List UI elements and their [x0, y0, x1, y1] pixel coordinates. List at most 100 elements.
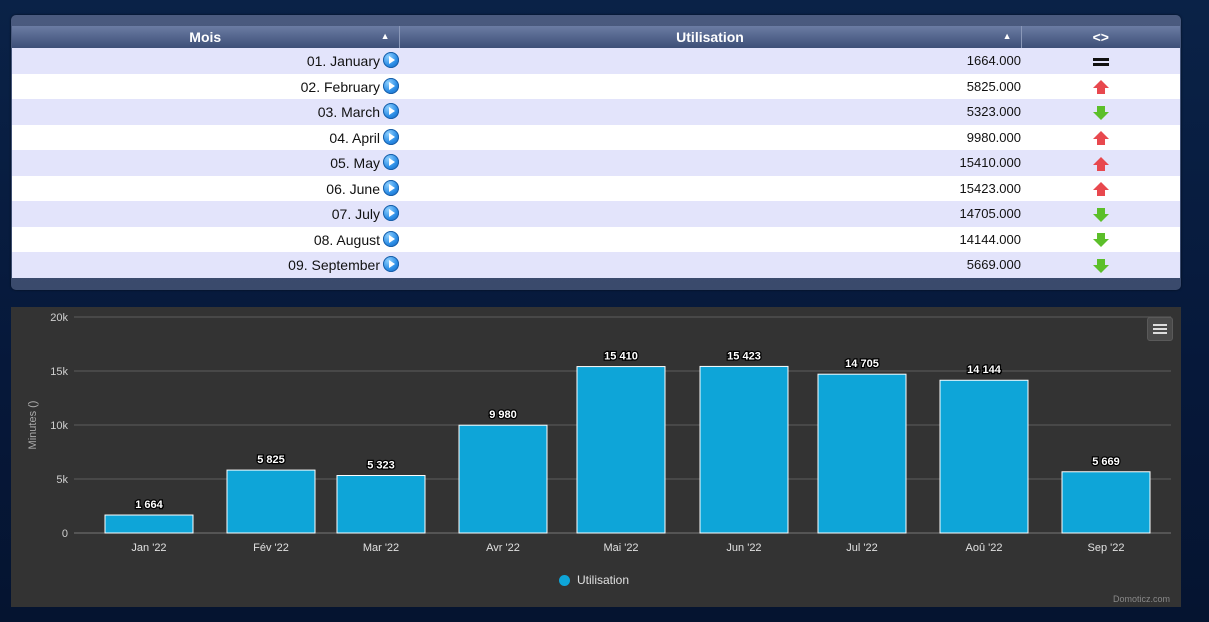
usage-cell: 14144.000: [399, 226, 1021, 252]
usage-cell: 15410.000: [399, 150, 1021, 176]
month-cell: 09. September: [12, 252, 399, 278]
table-row: 06. June 15423.000: [12, 175, 1180, 201]
play-detail-icon[interactable]: [383, 154, 399, 171]
month-label: 01. January: [306, 53, 380, 70]
month-cell: 01. January: [12, 48, 399, 74]
play-detail-icon[interactable]: [383, 103, 399, 120]
month-label: 04. April: [329, 129, 380, 146]
data-label: 14 705: [845, 358, 879, 370]
table-row: 04. April 9980.000: [12, 124, 1180, 150]
bar: [336, 475, 426, 534]
y-tick-label: 15k: [50, 366, 68, 378]
data-label: 5 825: [257, 454, 285, 466]
usage-cell: 5323.000: [399, 99, 1021, 125]
month-label: 05. May: [330, 155, 380, 172]
month-cell: 02. February: [12, 73, 399, 99]
y-tick-label: 20k: [50, 312, 68, 324]
bar: [1061, 471, 1151, 534]
trend-up-icon: [1092, 131, 1109, 146]
month-label: 09. September: [288, 257, 380, 274]
data-label: 15 410: [604, 351, 638, 363]
play-detail-icon[interactable]: [383, 128, 399, 145]
x-tick-label: Jul '22: [846, 542, 877, 554]
column-header-usage[interactable]: Utilisation ▲: [399, 26, 1022, 48]
play-detail-icon[interactable]: [383, 230, 399, 247]
bar: [458, 424, 548, 534]
trend-cell: [1021, 252, 1180, 278]
column-header-usage-label: Utilisation: [676, 29, 744, 45]
trend-up-icon: [1092, 80, 1109, 95]
column-header-trend-label: <>: [1092, 29, 1109, 45]
data-label: 14 144: [967, 364, 1002, 376]
column-header-trend[interactable]: <>: [1021, 26, 1180, 48]
trend-cell: [1021, 99, 1180, 125]
usage-bar-chart: 0 5k 10k 15k 20k Minutes () 1 664 Jan '22 5 825 F…: [27, 312, 1171, 554]
x-tick-label: Sep '22: [1088, 542, 1125, 554]
table-row: 03. March 5323.000: [12, 99, 1180, 125]
trend-cell: [1021, 226, 1180, 252]
bar: [699, 365, 789, 534]
chart-credits[interactable]: Domoticz.com: [1112, 594, 1170, 604]
chart-menu-button[interactable]: [1147, 317, 1173, 341]
trend-down-icon: [1092, 233, 1109, 248]
play-detail-icon[interactable]: [383, 256, 399, 273]
trend-cell: [1021, 150, 1180, 176]
month-label: 02. February: [300, 78, 380, 95]
y-tick-label: 5k: [56, 474, 68, 486]
month-label: 03. March: [317, 104, 380, 121]
bar: [104, 514, 194, 534]
table-row: 02. February 5825.000: [12, 73, 1180, 99]
data-label: 9 980: [489, 409, 517, 421]
y-tick-label: 0: [62, 528, 68, 540]
trend-down-icon: [1092, 207, 1109, 222]
data-label: 5 669: [1092, 456, 1120, 468]
bar: [939, 379, 1029, 534]
trend-equal-icon: [1092, 57, 1109, 67]
usage-cell: 5825.000: [399, 73, 1021, 99]
play-detail-icon[interactable]: [383, 77, 399, 94]
hamburger-icon: [1153, 332, 1167, 334]
x-tick-label: Mar '22: [363, 542, 399, 554]
bar: [576, 366, 666, 534]
table-row: 07. July 14705.000: [12, 201, 1180, 227]
table-row: 05. May 15410.000: [12, 150, 1180, 176]
chart-legend-item[interactable]: Utilisation: [559, 573, 629, 587]
trend-cell: [1021, 124, 1180, 150]
bar: [226, 469, 316, 534]
y-tick-label: 10k: [50, 420, 68, 432]
play-detail-icon[interactable]: [383, 52, 399, 69]
x-tick-label: Mai '22: [603, 542, 638, 554]
x-tick-label: Jan '22: [131, 542, 166, 554]
x-tick-label: Aoû '22: [966, 542, 1003, 554]
month-cell: 07. July: [12, 201, 399, 227]
trend-up-icon: [1092, 156, 1109, 171]
x-tick-label: Jun '22: [726, 542, 761, 554]
month-cell: 08. August: [12, 226, 399, 252]
trend-cell: [1021, 201, 1180, 227]
month-cell: 03. March: [12, 99, 399, 125]
table-row: 08. August 14144.000: [12, 226, 1180, 252]
data-label: 15 423: [727, 350, 761, 362]
trend-down-icon: [1092, 105, 1109, 120]
month-label: 07. July: [331, 206, 380, 223]
usage-cell: 1664.000: [399, 48, 1021, 74]
play-detail-icon[interactable]: [383, 179, 399, 196]
x-tick-label: Fév '22: [253, 542, 289, 554]
monthly-usage-table: Mois ▲ Utilisation ▲ <> 01. January 1664.…: [12, 26, 1180, 278]
bar: [817, 373, 907, 534]
hamburger-icon: [1153, 328, 1167, 330]
x-tick-label: Avr '22: [486, 542, 520, 554]
usage-chart-panel: 0 5k 10k 15k 20k Minutes () 1 664 Jan '22 5 825 F…: [11, 307, 1181, 607]
month-label: 06. June: [326, 180, 380, 197]
data-label: 5 323: [367, 460, 395, 472]
y-axis-title: Minutes (): [27, 401, 39, 450]
monthly-table-panel: Mois ▲ Utilisation ▲ <> 01. January 1664.…: [11, 15, 1181, 290]
month-cell: 04. April: [12, 124, 399, 150]
month-label: 08. August: [313, 231, 380, 248]
usage-cell: 15423.000: [399, 175, 1021, 201]
month-cell: 05. May: [12, 150, 399, 176]
legend-dot-icon: [559, 574, 570, 586]
play-detail-icon[interactable]: [383, 205, 399, 222]
column-header-month[interactable]: Mois ▲: [12, 26, 400, 48]
column-header-month-label: Mois: [189, 29, 222, 45]
